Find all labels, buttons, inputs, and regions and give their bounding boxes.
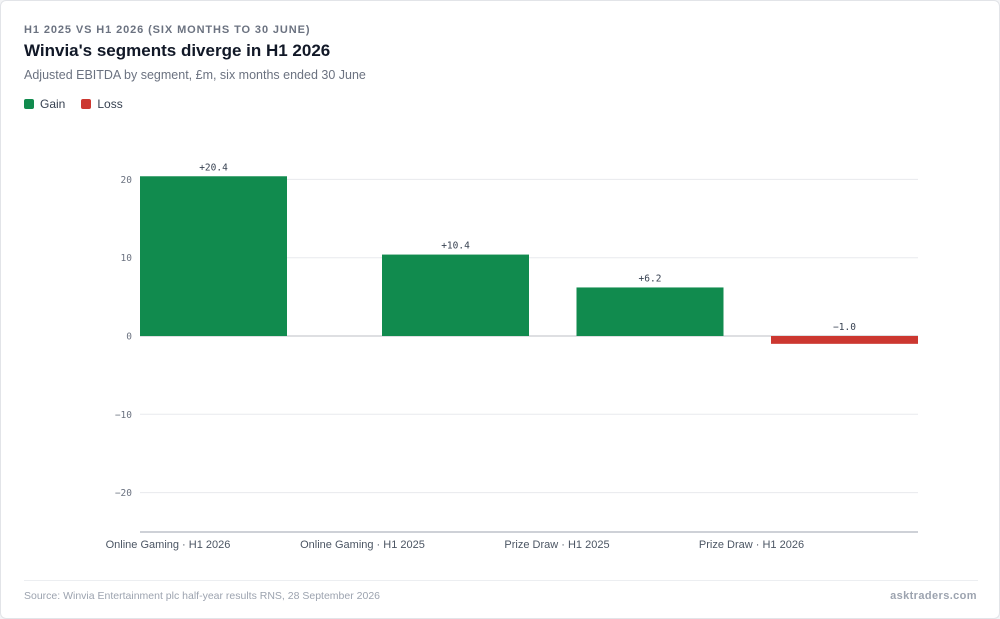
y-tick-label: −10: [115, 410, 132, 421]
y-tick-label: 0: [126, 332, 132, 343]
chart-title: Winvia's segments diverge in H1 2026: [24, 41, 331, 60]
source-note: Source: Winvia Entertainment plc half-ye…: [24, 590, 381, 602]
legend-label-loss: Loss: [97, 97, 123, 111]
chart-legend: Gain Loss: [24, 97, 123, 111]
x-tick-label: Online Gaming · H1 2026: [106, 539, 231, 551]
x-tick-label: Online Gaming · H1 2025: [300, 539, 425, 551]
y-tick-label: −20: [115, 488, 132, 499]
y-tick-label: 10: [121, 253, 133, 264]
data-label: +6.2: [639, 273, 662, 284]
legend-item-gain: Gain: [24, 97, 65, 111]
legend-swatch-gain: [24, 99, 34, 109]
chart-subtitle: Adjusted EBITDA by segment, £m, six mont…: [24, 68, 366, 82]
bar: [771, 336, 918, 344]
data-label: −1.0: [833, 322, 856, 333]
bar: [382, 254, 529, 336]
y-tick-label: 20: [121, 175, 133, 186]
legend-item-loss: Loss: [81, 97, 123, 111]
legend-swatch-loss: [81, 99, 92, 109]
footer-divider: [24, 580, 978, 581]
bar-chart: 20 10 0 −10 −20 +20.4 Online Gaming · H1 2026 +…: [106, 162, 918, 551]
bar: [576, 287, 724, 336]
data-label: +10.4: [441, 241, 470, 252]
bar: [140, 176, 287, 336]
legend-label-gain: Gain: [40, 97, 66, 111]
x-tick-label: Prize Draw · H1 2025: [504, 539, 609, 551]
brand-link[interactable]: asktraders.com: [890, 590, 977, 602]
chart-eyebrow: H1 2025 VS H1 2026 (SIX MONTHS TO 30 JUN…: [24, 24, 311, 36]
x-tick-label: Prize Draw · H1 2026: [699, 539, 804, 551]
data-label: +20.4: [199, 162, 228, 173]
